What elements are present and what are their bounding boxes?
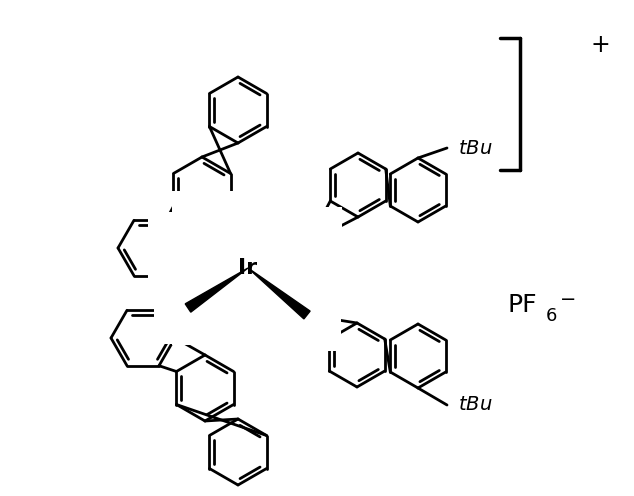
- Text: N: N: [181, 299, 195, 317]
- Polygon shape: [185, 268, 248, 312]
- Text: $t$Bu: $t$Bu: [458, 138, 493, 158]
- Text: Ir: Ir: [238, 258, 257, 278]
- Text: PF: PF: [508, 293, 538, 317]
- Text: N: N: [301, 306, 314, 324]
- Polygon shape: [248, 268, 310, 319]
- Text: N: N: [175, 239, 189, 257]
- Text: +: +: [590, 33, 610, 57]
- Text: −: −: [560, 291, 576, 310]
- Text: 6: 6: [546, 307, 557, 325]
- Text: N: N: [301, 234, 314, 252]
- Text: $t$Bu: $t$Bu: [458, 395, 493, 415]
